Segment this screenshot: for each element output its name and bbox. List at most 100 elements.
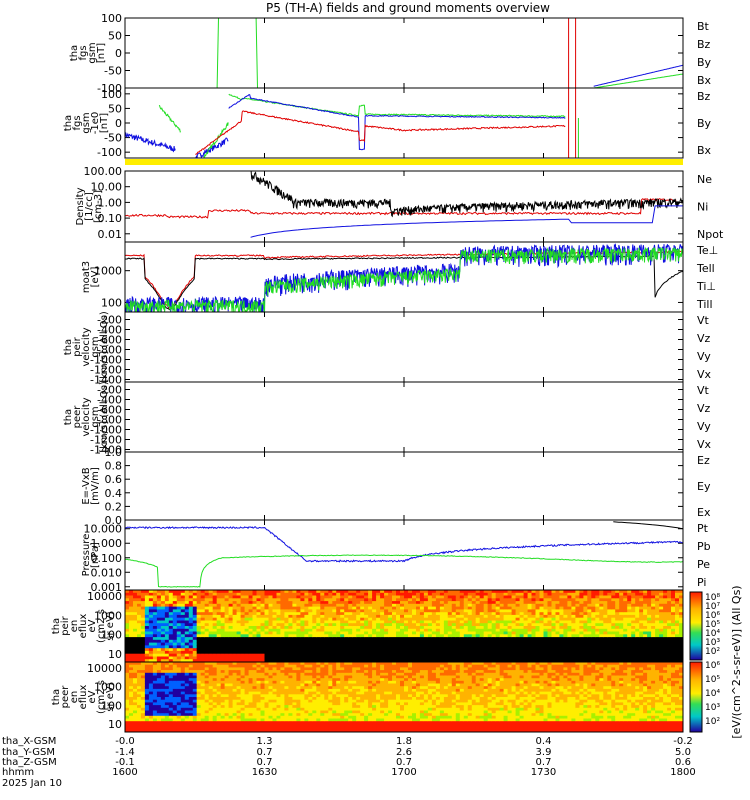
heatmap-cell: [316, 601, 321, 605]
heatmap-cell: [423, 590, 429, 594]
heatmap-cell: [639, 656, 644, 660]
heatmap-cell: [220, 729, 226, 733]
heatmap-cell: [236, 659, 242, 663]
heatmap-cell: [499, 637, 505, 641]
heatmap-cell: [539, 592, 544, 597]
heatmap-cell: [168, 675, 174, 679]
heatmap-cell: [479, 642, 485, 646]
heatmap-cell: [647, 639, 652, 644]
heatmap-cell: [360, 603, 365, 608]
heatmap-cell: [208, 686, 214, 690]
heatmap-cell: [168, 702, 174, 706]
heatmap-cell: [168, 626, 174, 630]
heatmap-cell: [292, 612, 297, 616]
heatmap-cell: [559, 628, 564, 633]
heatmap-cell: [531, 653, 536, 657]
heatmap-cell: [236, 707, 242, 711]
heatmap-cell: [631, 606, 636, 610]
heatmap-cell: [125, 634, 130, 638]
heatmap-cell: [328, 648, 333, 652]
heatmap-cell: [348, 645, 353, 649]
heatmap-cell: [176, 688, 182, 693]
heatmap-cell: [164, 699, 170, 703]
heatmap-cell: [543, 659, 548, 663]
heatmap-cell: [439, 620, 445, 624]
heatmap-cell: [236, 715, 242, 719]
heatmap-cell: [579, 595, 584, 599]
heatmap-cell: [300, 631, 305, 635]
heatmap-cell: [447, 631, 453, 635]
heatmap-cell: [240, 694, 246, 698]
heatmap-cell: [663, 645, 668, 649]
heatmap-cell: [220, 603, 226, 608]
heatmap-cell: [148, 723, 154, 728]
heatmap-cell: [340, 634, 345, 638]
heatmap-cell: [435, 628, 441, 633]
heatmap-cell: [304, 592, 309, 597]
heatmap-cell: [137, 623, 142, 627]
heatmap-cell: [447, 637, 453, 641]
heatmap-cell: [412, 603, 417, 608]
heatmap-cell: [232, 672, 238, 676]
heatmap-cell: [129, 715, 134, 719]
heatmap-cell: [212, 699, 218, 703]
heatmap-cell: [463, 656, 469, 660]
heatmap-cell: [380, 634, 385, 638]
heatmap-cell: [180, 590, 186, 594]
heatmap-cell: [168, 718, 174, 722]
heatmap-cell: [144, 637, 150, 641]
heatmap-cell: [447, 639, 453, 644]
heatmap-cell: [551, 606, 556, 610]
heatmap-cell: [280, 626, 285, 630]
heatmap-cell: [475, 653, 481, 657]
heatmap-cell: [575, 648, 580, 652]
heatmap-cell: [228, 623, 234, 627]
heatmap-cell: [260, 648, 265, 652]
heatmap-cell: [284, 637, 289, 641]
heatmap-cell: [392, 659, 397, 663]
heatmap-cell: [607, 648, 612, 652]
heatmap-cell: [392, 592, 397, 597]
heatmap-cell: [256, 664, 261, 668]
heatmap-cell: [443, 623, 449, 627]
heatmap-cell: [228, 648, 234, 652]
heatmap-cell: [196, 726, 202, 730]
heatmap-cell: [332, 642, 337, 646]
heatmap-cell: [292, 598, 297, 602]
heatmap-cell: [172, 628, 178, 633]
heatmap-cell: [519, 590, 525, 594]
heatmap-cell: [332, 592, 337, 597]
heatmap-cell: [519, 609, 525, 613]
heatmap-cell: [408, 659, 413, 663]
heatmap-cell: [571, 653, 576, 657]
heatmap-cell: [404, 645, 409, 649]
heatmap-cell: [352, 601, 357, 605]
heatmap-cell: [336, 645, 341, 649]
heatmap-cell: [583, 603, 588, 608]
heatmap-cell: [180, 639, 186, 644]
series-By: [228, 93, 566, 118]
heatmap-cell: [220, 592, 226, 597]
heatmap-cell: [463, 601, 469, 605]
heatmap-cell: [316, 648, 321, 652]
heatmap-cell: [212, 623, 218, 627]
heatmap-cell: [463, 659, 469, 663]
heatmap-cell: [455, 650, 461, 655]
heatmap-cell: [463, 614, 469, 619]
heatmap-cell: [623, 626, 628, 630]
heatmap-cell: [296, 637, 301, 641]
heatmap-cell: [348, 620, 353, 624]
heatmap-cell: [156, 702, 162, 706]
heatmap-cell: [619, 642, 624, 646]
heatmap-cell: [260, 634, 265, 638]
heatmap-cell: [240, 648, 246, 652]
heatmap-cell: [240, 623, 246, 627]
heatmap-cell: [133, 667, 138, 671]
heatmap-cell: [188, 662, 194, 666]
heatmap-cell: [320, 623, 325, 627]
heatmap-cell: [515, 656, 521, 660]
heatmap-cell: [615, 648, 620, 652]
heatmap-cell: [559, 590, 564, 594]
heatmap-cell: [140, 678, 146, 682]
heatmap-cell: [523, 620, 529, 624]
